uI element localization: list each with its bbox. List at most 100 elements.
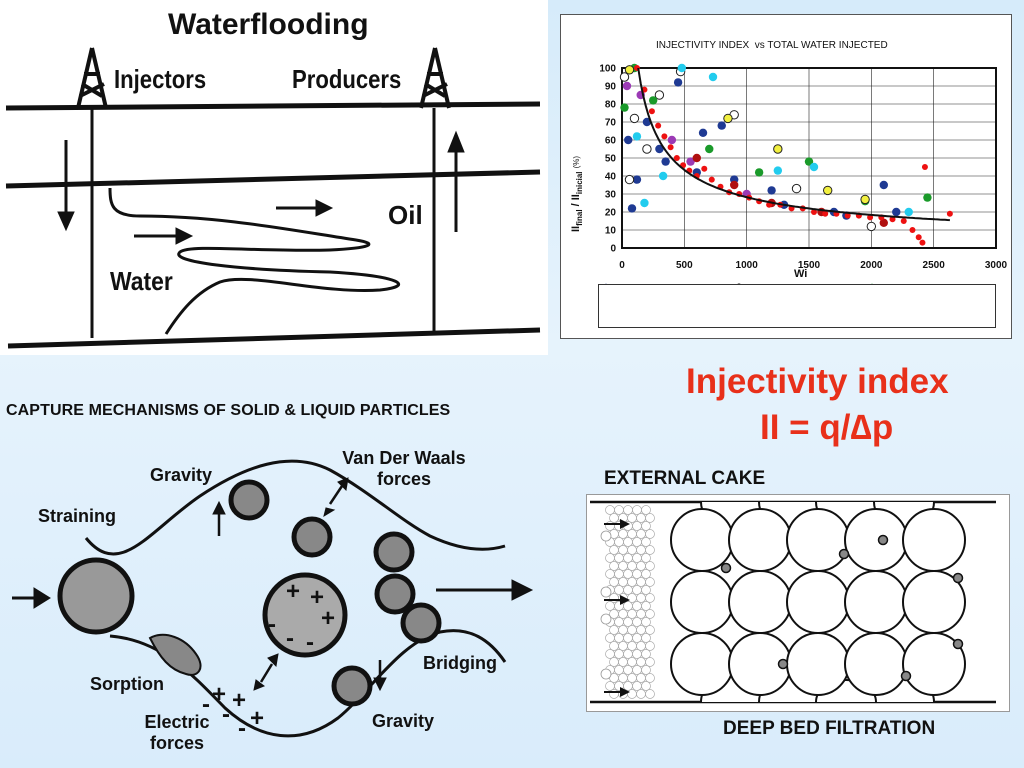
cake-particle	[618, 641, 628, 651]
cake-particle	[645, 673, 655, 683]
cake-particle	[623, 681, 633, 691]
cake-particle	[600, 530, 612, 542]
data-point-po-o-a	[632, 175, 642, 184]
data-point-po-o-g	[723, 113, 733, 124]
cake-particle	[609, 545, 619, 555]
cake-particle	[641, 521, 651, 531]
injectivity-title: Injectivity index	[686, 362, 949, 401]
injectors-label: Injectors	[114, 64, 207, 94]
cake-particle	[641, 681, 651, 691]
cake-particle	[618, 625, 628, 635]
wall-charge-minus: -	[202, 691, 210, 718]
cake-particle	[645, 529, 655, 539]
cake-particle	[632, 521, 642, 531]
y-tick-label: 60	[605, 136, 617, 147]
cake-particle	[641, 505, 651, 515]
cake-particle	[632, 569, 642, 579]
injectivity-formula: II = q/∆p	[760, 408, 894, 447]
injector-rig-icon	[76, 47, 108, 109]
cake-particle	[614, 505, 624, 515]
plot-border	[621, 67, 997, 249]
cake-particle	[645, 545, 655, 555]
inflow-arrow-icon	[620, 595, 630, 605]
cake-particle	[632, 505, 642, 515]
bridging-particle	[400, 602, 442, 644]
chart-title: INJECTIVITY INDEX vs TOTAL WATER INJECTE…	[656, 40, 888, 51]
data-point-p-o-h-pdg	[648, 108, 655, 115]
cake-particle	[614, 537, 624, 547]
cake-particle	[636, 657, 646, 667]
cake-particle	[641, 585, 651, 595]
sorption-blob	[148, 633, 202, 676]
cake-particle	[627, 625, 637, 635]
data-point-po-o-h	[773, 166, 783, 175]
chart-xlabel: Wi	[794, 268, 808, 280]
x-tick-label: 500	[676, 260, 693, 271]
cake-particle	[623, 505, 633, 515]
x-tick-label: 1500	[798, 260, 821, 271]
charge-minus: -	[286, 625, 294, 652]
filtration-diagram	[590, 500, 996, 704]
cake-particle	[645, 641, 655, 651]
data-point-p-o-h-pdg	[810, 209, 817, 215]
cake-particle	[636, 513, 646, 523]
charged-particle	[262, 572, 348, 658]
waterflooding-title: Waterflooding	[168, 8, 369, 41]
data-point-p-o-h-pdg	[708, 176, 715, 183]
y-tick-label: 100	[599, 64, 616, 75]
x-tick-label: 2000	[860, 260, 883, 271]
data-point-p-o-h-pdg	[900, 218, 907, 224]
cake-particle	[632, 633, 642, 643]
data-point-po-o-e	[686, 157, 695, 166]
up-arrow-icon	[212, 500, 226, 536]
cake-particle	[605, 505, 615, 515]
x-tick-label: 0	[619, 260, 625, 271]
cake-particle	[645, 577, 655, 587]
data-point-po-o-g	[860, 194, 870, 205]
trapped-particle	[952, 638, 964, 650]
charge-minus: -	[306, 629, 314, 656]
data-point-po-o-b	[791, 183, 802, 194]
cake-particle	[645, 593, 655, 603]
y-tick-label: 90	[605, 82, 617, 93]
vdw-particle	[291, 516, 333, 558]
cake-particle	[641, 617, 651, 627]
water-front-curve	[108, 187, 401, 335]
data-point-po-o-a	[767, 186, 776, 195]
cake-particle	[627, 641, 637, 651]
down-arrow-icon	[57, 140, 75, 232]
charge-plus: +	[286, 578, 300, 605]
wall-charge-minus: -	[222, 701, 230, 728]
charge-plus: +	[321, 605, 335, 632]
cake-particle	[636, 561, 646, 571]
capture-heading: CAPTURE MECHANISMS OF SOLID & LIQUID PAR…	[6, 402, 451, 419]
data-point-po-o-f	[692, 153, 701, 163]
data-point-po-o-h	[640, 198, 649, 208]
cake-particle	[605, 601, 615, 611]
data-point-p-o-h-pdg	[655, 122, 662, 129]
cake-particle	[636, 545, 646, 555]
wall-charge-minus: -	[238, 715, 246, 742]
y-tick-label: 80	[605, 100, 617, 111]
cake-particle	[605, 521, 615, 531]
data-point-po-o-c	[804, 157, 814, 166]
data-point-p-o-h-pdg	[822, 210, 829, 217]
data-point-po-o-a	[655, 144, 664, 154]
data-point-p-o-h-pdg	[667, 144, 674, 151]
cake-particle	[605, 569, 615, 579]
cake-particle	[614, 633, 624, 643]
cake-particle	[627, 561, 637, 571]
data-point-po-o-a	[673, 78, 683, 87]
cake-particle	[627, 657, 637, 667]
cake-particle	[627, 545, 637, 555]
cake-particle	[623, 649, 633, 659]
cake-particle	[641, 633, 651, 643]
grain	[728, 570, 792, 634]
cake-particle	[609, 513, 619, 523]
down-arrow-icon	[373, 660, 387, 692]
cake-particle	[641, 601, 651, 611]
data-point-p-o-h-pdg	[844, 212, 851, 219]
x-tick-label: 3000	[985, 260, 1008, 271]
grain	[670, 632, 734, 696]
